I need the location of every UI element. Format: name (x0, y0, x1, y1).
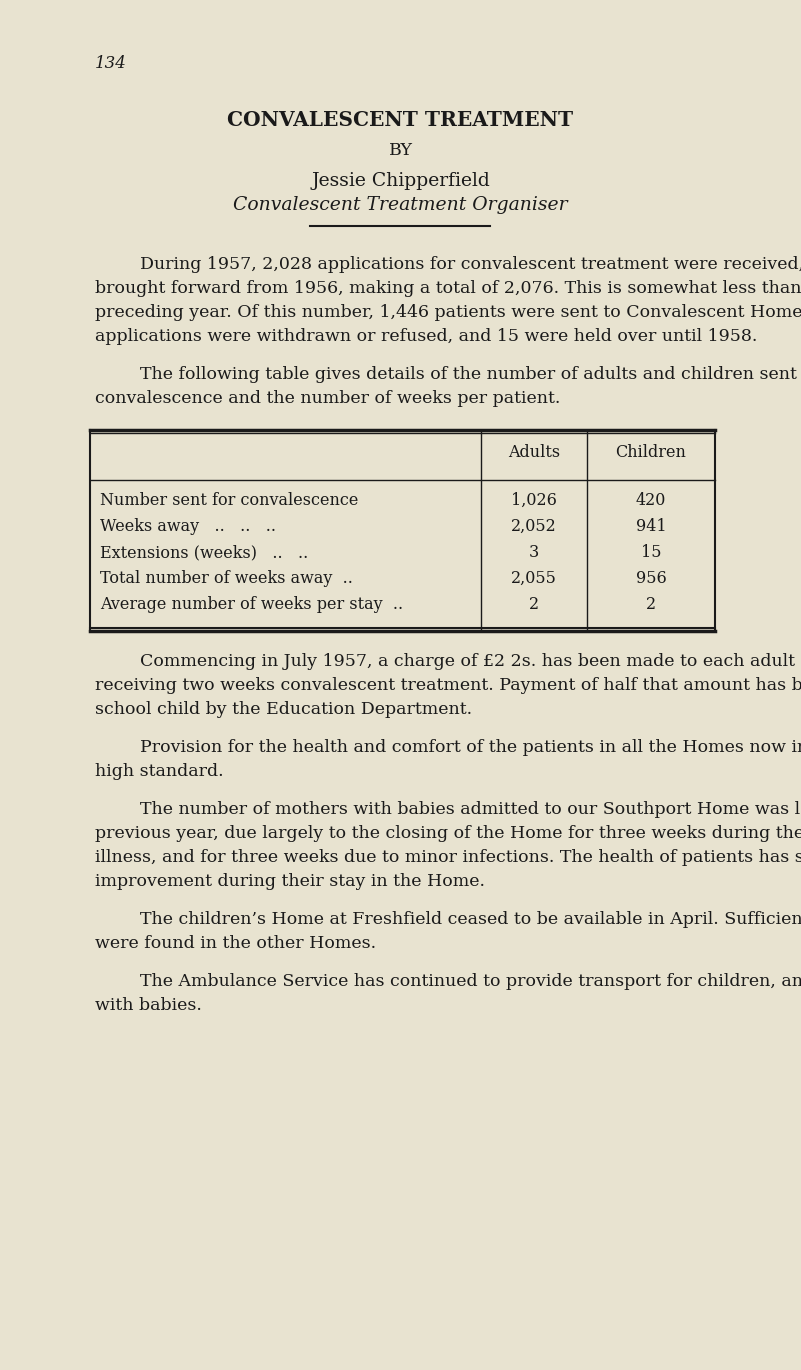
Text: Children: Children (615, 444, 686, 460)
Text: 2: 2 (646, 596, 656, 612)
Text: high standard.: high standard. (95, 763, 223, 780)
Text: 3: 3 (529, 544, 539, 560)
Text: The following table gives details of the number of adults and children sent for: The following table gives details of the… (140, 366, 801, 384)
Text: Number sent for convalescence: Number sent for convalescence (100, 492, 358, 510)
Text: applications were withdrawn or refused, and 15 were held over until 1958.: applications were withdrawn or refused, … (95, 327, 758, 345)
Text: Commencing in July 1957, a charge of £2 2s. has been made to each adult person: Commencing in July 1957, a charge of £2 … (140, 653, 801, 670)
Text: The children’s Home at Freshfield ceased to be available in April. Sufficient pl: The children’s Home at Freshfield ceased… (140, 911, 801, 927)
Text: previous year, due largely to the closing of the Home for three weeks during the: previous year, due largely to the closin… (95, 825, 801, 843)
Text: convalescence and the number of weeks per patient.: convalescence and the number of weeks pe… (95, 390, 561, 407)
Text: illness, and for three weeks due to minor infections. The health of patients has: illness, and for three weeks due to mino… (95, 849, 801, 866)
Text: Weeks away   ..   ..   ..: Weeks away .. .. .. (100, 518, 276, 536)
Text: The Ambulance Service has continued to provide transport for children, and for m: The Ambulance Service has continued to p… (140, 973, 801, 991)
Text: were found in the other Homes.: were found in the other Homes. (95, 934, 376, 952)
Text: Average number of weeks per stay  ..: Average number of weeks per stay .. (100, 596, 403, 612)
Text: Extensions (weeks)   ..   ..: Extensions (weeks) .. .. (100, 544, 308, 560)
Text: Convalescent Treatment Organiser: Convalescent Treatment Organiser (233, 196, 568, 214)
Text: 941: 941 (636, 518, 666, 536)
Text: brought forward from 1956, making a total of 2,076. This is somewhat less than i: brought forward from 1956, making a tota… (95, 279, 801, 297)
Text: receiving two weeks convalescent treatment. Payment of half that amount has been: receiving two weeks convalescent treatme… (95, 677, 801, 695)
Text: Adults: Adults (508, 444, 560, 460)
Text: 2,052: 2,052 (511, 518, 557, 536)
Text: school child by the Education Department.: school child by the Education Department… (95, 701, 472, 718)
Text: 956: 956 (635, 570, 666, 586)
Text: 15: 15 (641, 544, 661, 560)
Text: with babies.: with babies. (95, 997, 202, 1014)
Text: 2,055: 2,055 (511, 570, 557, 586)
Text: During 1957, 2,028 applications for convalescent treatment were received, and 48: During 1957, 2,028 applications for conv… (140, 256, 801, 273)
Text: 2: 2 (529, 596, 539, 612)
Text: improvement during their stay in the Home.: improvement during their stay in the Hom… (95, 873, 485, 891)
Text: Jessie Chipperfield: Jessie Chipperfield (311, 173, 490, 190)
Text: The number of mothers with babies admitted to our Southport Home was less than i: The number of mothers with babies admitt… (140, 801, 801, 818)
Text: Provision for the health and comfort of the patients in all the Homes now in use: Provision for the health and comfort of … (140, 738, 801, 756)
Text: CONVALESCENT TREATMENT: CONVALESCENT TREATMENT (227, 110, 574, 130)
Text: Total number of weeks away  ..: Total number of weeks away .. (100, 570, 353, 586)
Text: 134: 134 (95, 55, 127, 73)
Text: preceding year. Of this number, 1,446 patients were sent to Convalescent Homes, : preceding year. Of this number, 1,446 pa… (95, 304, 801, 321)
Text: BY: BY (388, 142, 413, 159)
Text: 420: 420 (636, 492, 666, 510)
Text: 1,026: 1,026 (511, 492, 557, 510)
